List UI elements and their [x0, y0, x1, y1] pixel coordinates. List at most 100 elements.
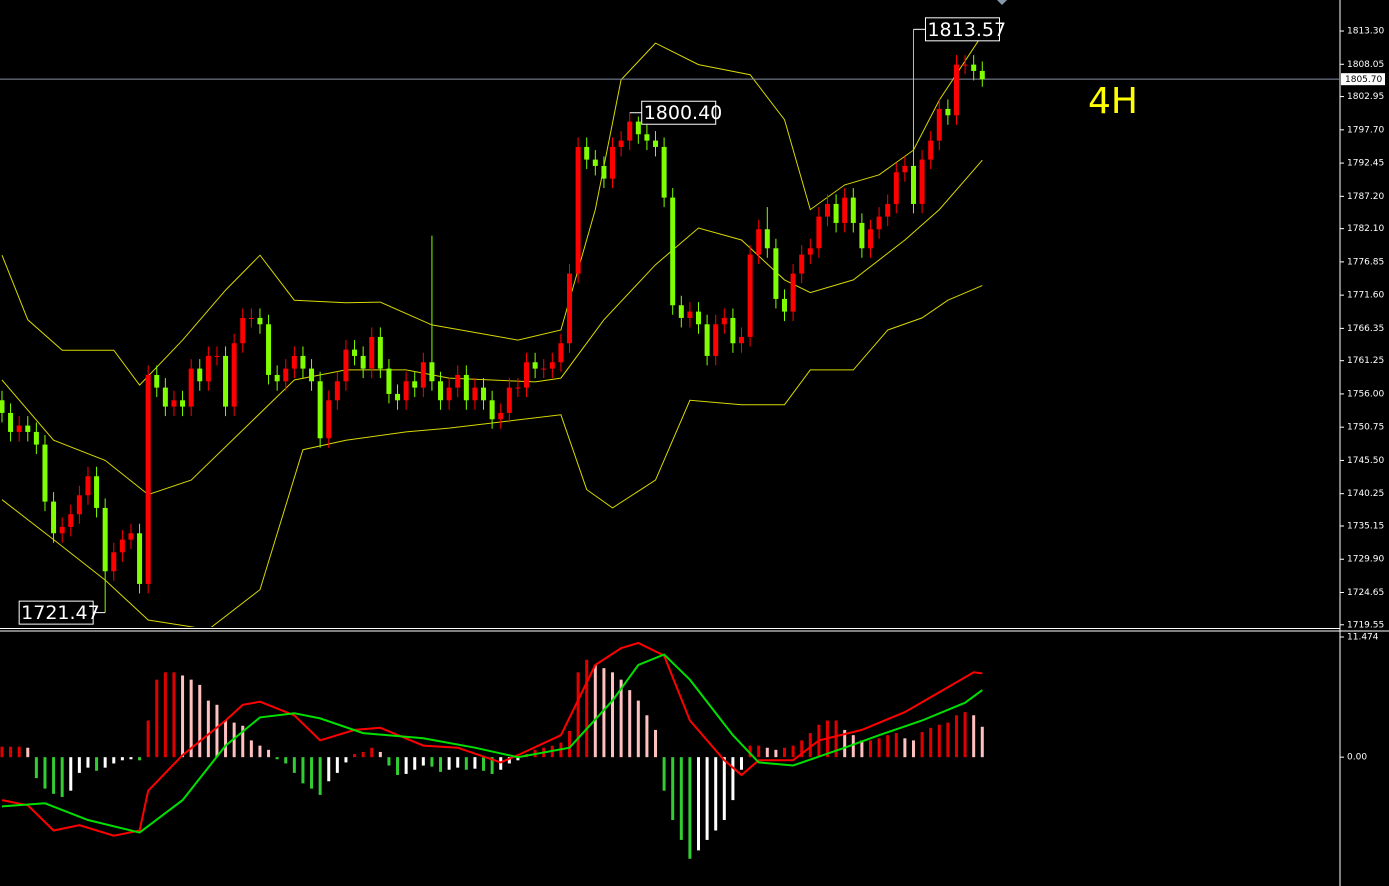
- candle-body: [111, 552, 117, 572]
- candle-body: [8, 412, 14, 432]
- histogram-bar: [387, 757, 391, 766]
- histogram-bar: [232, 722, 236, 758]
- histogram-bar: [765, 747, 769, 758]
- candle-body: [833, 203, 839, 223]
- histogram-bar: [378, 751, 382, 758]
- candle-body: [248, 317, 254, 319]
- candle-body: [291, 355, 297, 369]
- histogram-bar: [361, 751, 365, 758]
- histogram-bar: [679, 757, 683, 840]
- histogram-bar: [344, 757, 348, 763]
- histogram-bar: [740, 757, 744, 770]
- candle-body: [59, 526, 65, 534]
- candle-body: [85, 476, 91, 496]
- histogram-bar: [69, 757, 73, 791]
- histogram-bar: [404, 757, 408, 774]
- histogram-bar: [370, 747, 374, 758]
- candle-body: [403, 381, 409, 401]
- price-label-box: [641, 100, 717, 125]
- candle-body: [257, 317, 263, 325]
- histogram-bar: [654, 729, 658, 758]
- histogram-bar: [516, 757, 520, 761]
- histogram-bar: [688, 757, 692, 859]
- y-tick-label: 1792.45: [1347, 159, 1384, 169]
- candle-body: [575, 146, 581, 274]
- candle-body: [842, 197, 848, 223]
- histogram-bar: [198, 684, 202, 758]
- histogram-bar: [954, 715, 958, 758]
- candle-body: [455, 374, 461, 388]
- candle-body: [352, 349, 358, 356]
- histogram-bar: [26, 747, 30, 758]
- y-tick-label: 1735.15: [1347, 521, 1384, 531]
- price-label: 1721.47: [21, 602, 100, 624]
- histogram-bar: [911, 740, 915, 758]
- candle-body: [317, 381, 323, 439]
- histogram-bar: [413, 757, 417, 770]
- histogram-bar: [155, 679, 159, 758]
- bollinger-band: [1, 285, 983, 627]
- y-tick-label: 0.00: [1347, 753, 1367, 763]
- candle-body: [223, 355, 229, 407]
- price-label-box: [924, 17, 1000, 42]
- candle-body: [807, 248, 813, 255]
- histogram-bar: [602, 668, 606, 758]
- y-tick-label: 1740.25: [1347, 489, 1384, 499]
- candle-body: [94, 476, 100, 508]
- candle-body: [627, 121, 633, 141]
- histogram-bar: [353, 754, 357, 758]
- histogram-bar: [284, 757, 288, 764]
- histogram-bar: [0, 746, 4, 758]
- plot-area: [0, 641, 984, 859]
- histogram-bar: [120, 757, 124, 761]
- bollinger-band: [1, 159, 983, 496]
- histogram-bar: [447, 757, 451, 770]
- histogram-bar: [95, 757, 99, 771]
- histogram-bar: [972, 715, 976, 758]
- histogram-bar: [894, 733, 898, 758]
- price-label: 1813.57: [927, 19, 1006, 41]
- histogram-bar: [697, 757, 701, 851]
- histogram-bar: [963, 712, 967, 758]
- candle-body: [145, 374, 151, 584]
- price-label-box: [18, 600, 94, 625]
- y-tick-label: 1771.60: [1347, 291, 1384, 301]
- candle-body: [747, 254, 753, 337]
- histogram-bar: [215, 704, 219, 758]
- histogram-bar: [748, 745, 752, 758]
- histogram-bar: [482, 757, 486, 771]
- candle-body: [799, 254, 805, 274]
- candle-body: [721, 317, 727, 325]
- histogram-bar: [774, 749, 778, 758]
- candle-body: [205, 355, 211, 382]
- y-tick-label: 1729.90: [1347, 555, 1384, 565]
- histogram-bar: [464, 757, 468, 770]
- y-tick-label: 1813.30: [1347, 27, 1384, 37]
- histogram-bar: [129, 757, 133, 760]
- histogram-bar: [146, 720, 150, 758]
- candle-body: [25, 425, 31, 432]
- candle-body: [334, 381, 340, 401]
- candle-body: [489, 400, 495, 420]
- candle-body: [395, 393, 401, 401]
- histogram-bar: [456, 757, 460, 768]
- histogram-bar: [645, 715, 649, 758]
- histogram-bar: [172, 672, 176, 758]
- candle-body: [713, 324, 719, 356]
- y-tick-label: 1750.75: [1347, 423, 1384, 433]
- histogram-bar: [103, 757, 107, 768]
- candle-body: [919, 159, 925, 204]
- candle-body: [283, 368, 289, 382]
- candle-body: [214, 355, 220, 357]
- histogram-bar: [877, 738, 881, 758]
- candle-body: [119, 539, 125, 553]
- histogram-bar: [112, 757, 116, 764]
- candle-body: [910, 165, 916, 204]
- y-tick-label: 1808.05: [1347, 60, 1384, 70]
- histogram-bar: [903, 738, 907, 758]
- candle-body: [438, 381, 444, 401]
- histogram-bar: [189, 679, 193, 758]
- candle-body: [300, 355, 306, 369]
- candle-body: [696, 311, 702, 325]
